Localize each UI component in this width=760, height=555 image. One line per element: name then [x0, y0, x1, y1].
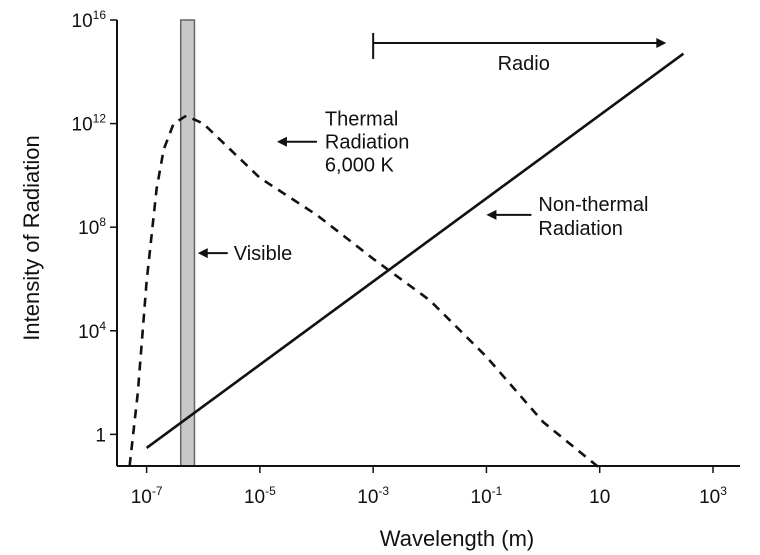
- y-tick-label: 1: [95, 425, 106, 446]
- y-axis-title: Intensity of Radiation: [19, 135, 44, 340]
- y-tick-label: 1016: [72, 8, 107, 32]
- bands-layer: [179, 19, 196, 467]
- nonthermal-label-line: Non-thermal: [538, 194, 648, 216]
- x-tick-label: 10: [589, 487, 610, 508]
- thermal-label-line: Radiation: [325, 132, 410, 154]
- x-axis-title: Wavelength (m): [380, 526, 534, 551]
- y-tick-label: 1012: [72, 112, 107, 136]
- non-thermal-radiation-line: [145, 52, 685, 449]
- thermal-arrow-head: [276, 136, 287, 147]
- x-tick-label: 103: [699, 484, 727, 508]
- x-tick-label: 10-5: [244, 484, 276, 508]
- axes-layer: [116, 20, 740, 467]
- visible-band: [179, 19, 196, 467]
- x-tick-label: 10-7: [131, 484, 163, 508]
- series-layer: [128, 52, 685, 470]
- y-tick-label: 104: [78, 319, 106, 343]
- y-tick-label: 108: [78, 215, 106, 239]
- thermal-radiation-curve: [128, 114, 601, 470]
- nonthermal-label-line: Radiation: [538, 218, 623, 240]
- nonthermal-arrow-head: [486, 209, 497, 220]
- x-tick-label: 10-1: [471, 484, 503, 508]
- thermal-label-line: Thermal: [325, 109, 398, 131]
- ticks-layer: 10-7 10-5 10-3 10-1 10 103 1 104 108 1012 1016: [72, 8, 728, 508]
- radio-arrow-head: [656, 37, 667, 48]
- visible-arrow-head: [197, 248, 208, 259]
- visible-label: Visible: [234, 243, 293, 265]
- x-tick-label: 10-3: [357, 484, 389, 508]
- thermal-label-line: 6,000 K: [325, 155, 395, 177]
- radio-label: Radio: [498, 53, 550, 75]
